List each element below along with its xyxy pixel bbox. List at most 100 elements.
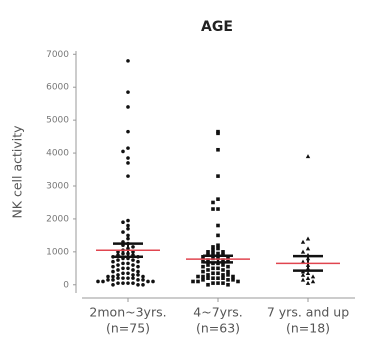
point	[126, 218, 130, 223]
point	[136, 278, 140, 282]
point	[126, 156, 130, 160]
point	[136, 273, 140, 277]
point	[116, 281, 120, 285]
point	[126, 281, 130, 285]
point	[211, 248, 215, 252]
point	[126, 59, 130, 63]
point	[191, 279, 195, 284]
y-axis-label: NK cell activity	[10, 125, 25, 219]
point	[211, 251, 215, 256]
point	[305, 275, 311, 280]
point	[131, 273, 135, 277]
point	[216, 131, 220, 136]
point	[121, 261, 125, 266]
point	[126, 233, 130, 238]
point	[126, 146, 130, 150]
point	[211, 281, 215, 285]
point	[126, 261, 130, 266]
point	[231, 278, 235, 282]
point	[116, 276, 120, 280]
point	[131, 263, 135, 267]
point	[216, 147, 220, 152]
point	[141, 278, 145, 282]
point	[121, 271, 125, 276]
point	[201, 278, 205, 282]
chart-title: AGE	[201, 19, 233, 35]
point	[206, 250, 210, 254]
point	[136, 282, 140, 287]
point	[121, 230, 125, 234]
y-tick-label: 1000	[46, 247, 69, 257]
point	[126, 236, 130, 241]
point	[216, 251, 220, 256]
point	[226, 282, 230, 287]
point	[221, 276, 225, 280]
point	[236, 279, 240, 284]
point	[116, 268, 120, 272]
point	[146, 279, 150, 284]
point	[121, 281, 125, 285]
point	[196, 279, 200, 284]
y-tick-label: 5000	[46, 116, 69, 126]
y-tick-label: 3000	[46, 181, 69, 191]
point	[151, 279, 155, 284]
y-tick-label: 0	[63, 280, 69, 290]
point	[221, 281, 225, 285]
point	[126, 271, 130, 276]
y-tick-label: 4000	[46, 149, 69, 159]
point	[111, 264, 115, 269]
point	[300, 259, 306, 264]
point	[216, 207, 220, 211]
point	[211, 207, 215, 211]
point	[216, 276, 220, 280]
y-tick-label: 2000	[46, 214, 69, 224]
point	[131, 276, 135, 280]
point	[226, 278, 230, 282]
point	[121, 220, 125, 225]
point	[216, 174, 220, 178]
point	[201, 274, 205, 279]
point	[211, 276, 215, 280]
point	[121, 251, 125, 256]
point	[116, 258, 120, 262]
x-tick-note: (n=63)	[196, 321, 240, 336]
point	[206, 268, 210, 272]
x-tick-note: (n=18)	[286, 321, 330, 336]
point	[196, 274, 200, 279]
point	[206, 282, 210, 287]
point	[221, 273, 225, 277]
point	[136, 259, 140, 264]
point	[221, 268, 225, 272]
point	[216, 243, 220, 248]
point	[305, 271, 311, 276]
point	[101, 279, 105, 284]
x-tick-label: 7 yrs. and up	[267, 305, 349, 320]
point	[131, 245, 135, 249]
point	[111, 278, 115, 282]
x-tick-note: (n=75)	[106, 321, 150, 336]
point	[216, 281, 220, 285]
point	[126, 105, 130, 109]
point	[131, 268, 135, 272]
point	[126, 90, 130, 94]
point	[206, 276, 210, 280]
point	[126, 161, 130, 165]
point	[141, 274, 145, 279]
point	[216, 223, 220, 228]
point	[136, 269, 140, 274]
x-tick-label: 2mon~3yrs.	[89, 305, 166, 320]
point	[126, 223, 130, 228]
point	[216, 233, 220, 238]
point	[116, 263, 120, 267]
point	[126, 174, 130, 178]
point	[305, 154, 311, 159]
point	[131, 258, 135, 262]
point	[305, 280, 311, 285]
point	[126, 266, 130, 271]
point	[226, 273, 230, 277]
point	[111, 259, 115, 264]
point	[305, 236, 311, 241]
point	[216, 246, 220, 251]
point	[305, 246, 311, 251]
